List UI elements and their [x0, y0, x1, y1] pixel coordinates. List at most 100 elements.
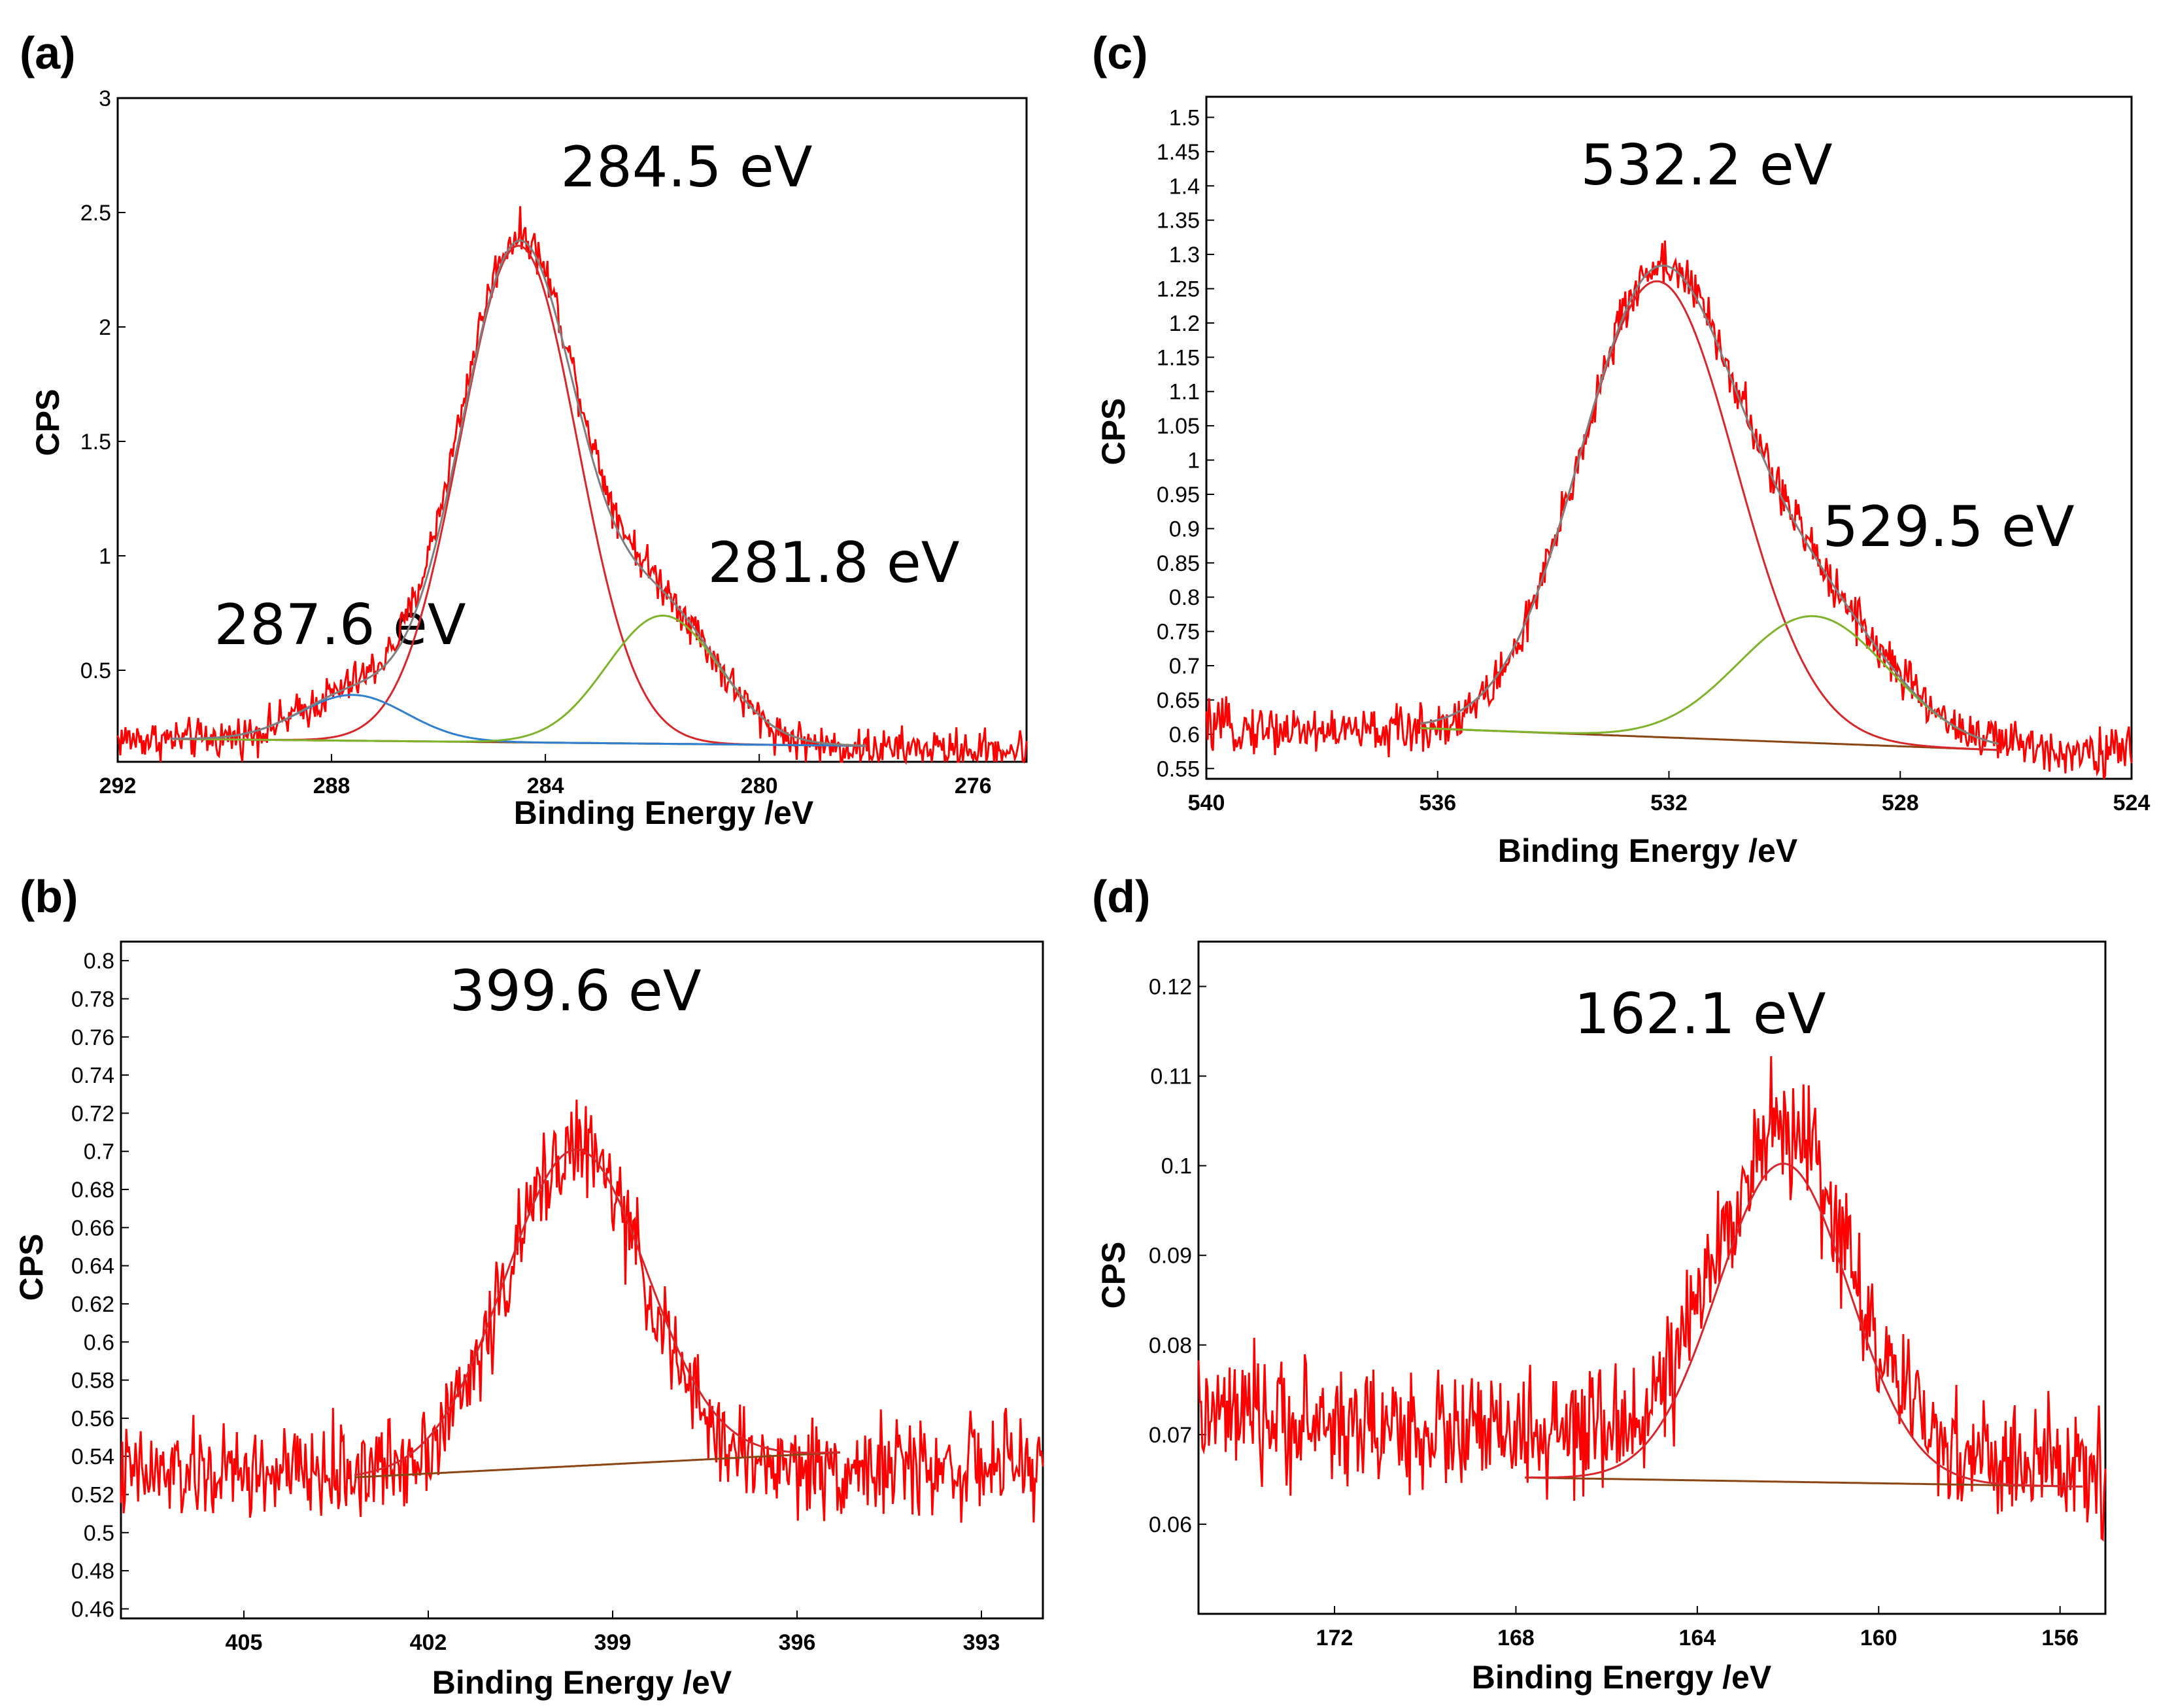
x-tick-label: 405 [226, 1630, 263, 1655]
y-tick-label: 0.7 [84, 1140, 114, 1165]
x-tick-label: 292 [99, 774, 137, 798]
x-tick-label: 284 [527, 774, 564, 798]
raw-spectrum-line [120, 1099, 1044, 1523]
peak-annotation: 287.6 eV [214, 592, 466, 658]
y-tick-label: 0.09 [1149, 1244, 1192, 1269]
y-tick-label: 0.5 [80, 658, 111, 683]
y-tick-label: 1.25 [1157, 277, 1200, 302]
y-tick-label: 0.12 [1149, 975, 1192, 1000]
x-axis-title: Binding Energy /eV [432, 1664, 732, 1701]
y-tick-label: 0.72 [71, 1101, 114, 1126]
panel-label: (d) [1092, 871, 1150, 922]
y-tick-label: 0.74 [71, 1063, 114, 1088]
y-tick-label: 1.05 [1157, 414, 1200, 439]
y-tick-label: 0.9 [1169, 517, 1200, 541]
y-tick-label: 0.5 [84, 1521, 114, 1546]
peak-annotation: 399.6 eV [449, 959, 701, 1024]
y-tick-label: 3 [99, 86, 111, 111]
y-tick-label: 0.65 [1157, 688, 1200, 713]
x-tick-label: 172 [1316, 1626, 1353, 1650]
plot-frame [1197, 940, 2107, 1615]
panel-c: (c) CPS Binding Energy /eV 532.2 eV 529.… [1092, 27, 2150, 869]
x-tick-label: 402 [410, 1630, 447, 1655]
y-tick-label: 0.56 [71, 1407, 114, 1431]
y-tick-label: 1.15 [1157, 345, 1200, 370]
x-tick-label: 396 [779, 1630, 816, 1655]
panel-label: (b) [20, 871, 78, 922]
y-tick-label: 0.66 [71, 1216, 114, 1240]
y-tick-label: 0.54 [71, 1444, 114, 1469]
x-tick-label: 399 [594, 1630, 632, 1655]
fit-curve-background [354, 1451, 840, 1478]
x-tick-label: 540 [1188, 791, 1225, 815]
peak-annotation: 281.8 eV [707, 530, 959, 596]
y-tick-label: 0.85 [1157, 551, 1200, 576]
x-tick-label: 168 [1497, 1626, 1535, 1650]
x-tick-label: 156 [2041, 1626, 2079, 1650]
y-tick-label: 0.58 [71, 1369, 114, 1393]
y-axis-title: CPS [1095, 398, 1132, 466]
plot-frame [120, 940, 1044, 1620]
panel-label: (c) [1092, 27, 1148, 78]
fit-curve-n-1s-component [354, 1148, 840, 1477]
y-axis-title: CPS [13, 1234, 50, 1301]
y-tick-label: 1.45 [1157, 140, 1200, 165]
y-tick-label: 0.62 [71, 1292, 114, 1317]
peak-annotation: 162.1 eV [1574, 982, 1826, 1047]
y-tick-label: 1.35 [1157, 209, 1200, 233]
fit-curve-background [1525, 1477, 2083, 1488]
y-tick-label: 0.75 [1157, 620, 1200, 645]
x-tick-label: 160 [1860, 1626, 1897, 1650]
y-tick-label: 1.2 [1169, 311, 1200, 336]
y-tick-label: 1.4 [1169, 174, 1200, 199]
tick-group: 0.46 0.48 0.5 0.52 0.54 0.56 0.58 0.6 0.62 0.64 0.… [71, 949, 1000, 1655]
x-axis-title: Binding Energy /eV [1472, 1659, 1772, 1696]
y-tick-label: 1.1 [1169, 380, 1200, 405]
fit-curve-envelope [171, 239, 866, 747]
y-tick-label: 0.46 [71, 1597, 114, 1622]
y-tick-label: 1.5 [1169, 105, 1200, 130]
x-tick-label: 276 [955, 774, 992, 798]
y-tick-label: 0.6 [84, 1330, 114, 1355]
y-tick-label: 0.64 [71, 1254, 114, 1279]
curve-group [116, 206, 1028, 765]
fit-curve-s-2p-component [1525, 1162, 2083, 1488]
x-tick-label: 288 [313, 774, 350, 798]
tick-group: 0.55 0.6 0.65 0.7 0.75 0.8 0.85 0.9 0.95 1 1.05 1.1… [1157, 105, 2150, 815]
x-tick-label: 528 [1882, 791, 1919, 815]
y-tick-label: 0.48 [71, 1559, 114, 1584]
x-tick-label: 524 [2113, 791, 2150, 815]
x-tick-label: 532 [1650, 791, 1688, 815]
panel-a: (a) CPS Binding Energy /eV 284.5 eV 281.… [20, 27, 1028, 831]
y-tick-label: 0.95 [1157, 483, 1200, 507]
x-axis-title: Binding Energy /eV [514, 794, 814, 831]
x-tick-label: 393 [963, 1630, 1000, 1655]
y-tick-label: 0.06 [1149, 1512, 1192, 1537]
x-tick-label: 536 [1419, 791, 1456, 815]
fit-curve-envelope [1420, 264, 1999, 745]
x-axis-title: Binding Energy /eV [1498, 832, 1798, 869]
y-tick-label: 0.52 [71, 1482, 114, 1507]
raw-spectrum-line [1205, 240, 2133, 779]
peak-annotation: 529.5 eV [1822, 494, 2074, 560]
y-tick-label: 1.3 [1169, 243, 1200, 267]
raw-spectrum-line [1197, 1056, 2107, 1542]
y-tick-label: 0.55 [1157, 757, 1200, 781]
panel-label: (a) [20, 27, 76, 78]
y-tick-label: 0.11 [1150, 1065, 1192, 1089]
fit-curve-o-1s-529-5-component [1420, 615, 1999, 745]
y-tick-label: 0.1 [1161, 1154, 1192, 1179]
x-tick-label: 280 [741, 774, 778, 798]
curve-group [1205, 240, 2133, 779]
y-tick-label: 2.5 [80, 201, 111, 226]
peak-annotation: 532.2 eV [1580, 133, 1832, 198]
y-tick-label: 0.08 [1149, 1333, 1192, 1358]
peak-annotation: 284.5 eV [560, 135, 812, 200]
y-tick-label: 0.76 [71, 1025, 114, 1050]
panel-b: (b) CPS Binding Energy /eV 399.6 eV 0.46… [13, 871, 1044, 1701]
curve-group [1197, 1056, 2107, 1542]
y-tick-label: 0.68 [71, 1178, 114, 1203]
y-tick-label: 0.6 [1169, 723, 1200, 747]
